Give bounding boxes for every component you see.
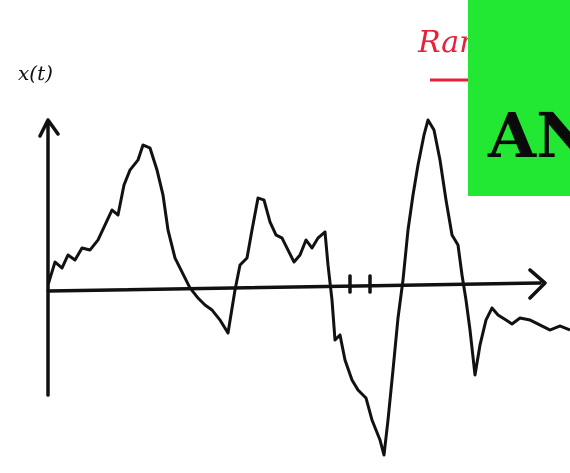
x-axis: [46, 281, 542, 293]
banner-text: AN: [487, 99, 570, 172]
x-arrow: [528, 268, 547, 300]
y-arrow: [38, 118, 60, 138]
axis-label: x(t): [18, 61, 53, 85]
axes: [38, 118, 547, 397]
banner-box: [468, 0, 570, 196]
signal-waveform: [46, 118, 570, 457]
